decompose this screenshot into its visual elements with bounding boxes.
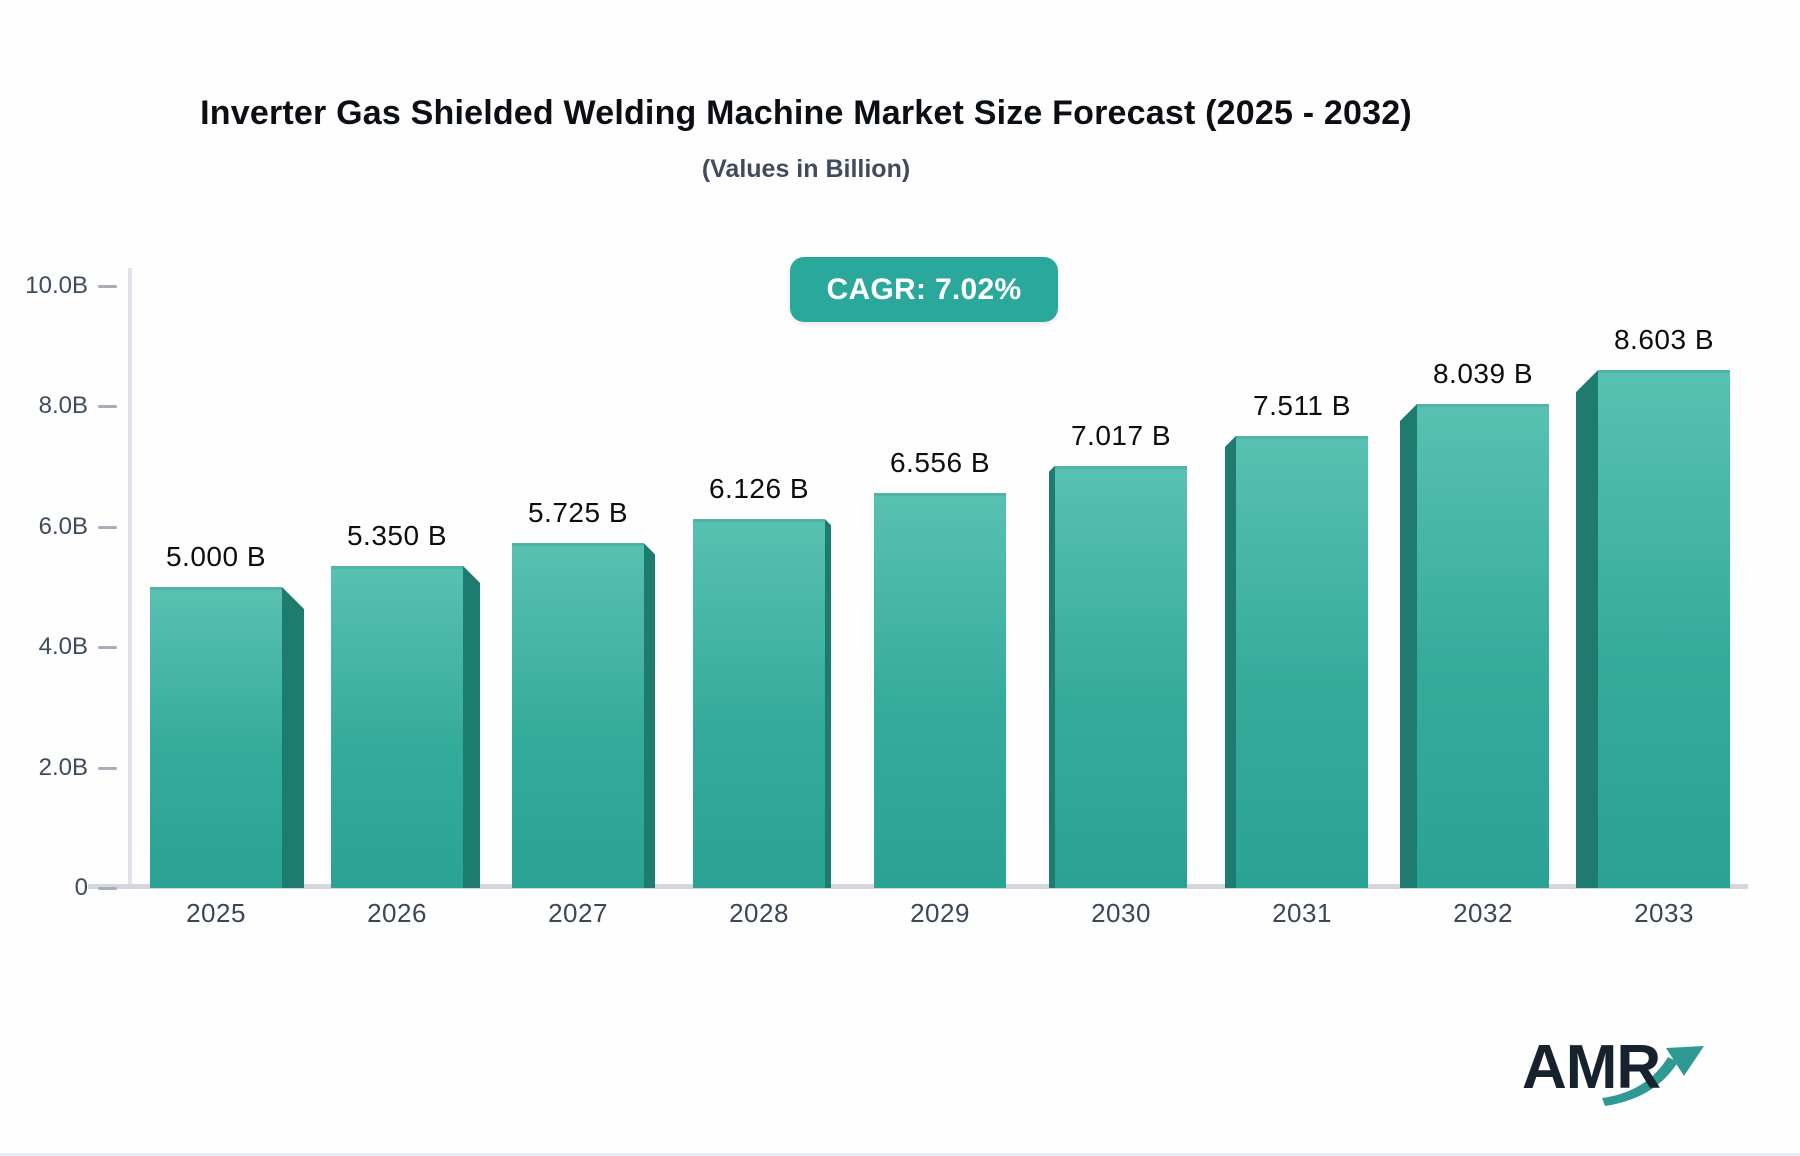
cagr-badge: CAGR: 7.02% xyxy=(790,257,1058,322)
y-tick-mark xyxy=(98,285,117,288)
bar-value-label-2025: 5.000 B xyxy=(165,541,267,572)
y-tick-mark xyxy=(98,646,117,650)
chart-title: Inverter Gas Shielded Welding Machine Ma… xyxy=(200,94,1412,132)
x-axis-label-2027: 2027 xyxy=(548,898,608,928)
y-tick-label-2.0B: 2.0B xyxy=(38,753,88,781)
amr-logo-arrow-icon xyxy=(1602,1046,1704,1106)
bar-value-label-2028: 6.126 B xyxy=(708,473,810,505)
bar-3d-side-2032 xyxy=(1400,404,1417,888)
bar-value-label-2029: 6.556 B xyxy=(889,447,991,479)
bar-3d-side-2030 xyxy=(1049,465,1055,888)
bar-3d-side-2026 xyxy=(463,565,480,888)
bar-3d-side-2028 xyxy=(825,519,831,888)
amr-logo: AMR xyxy=(1522,1032,1772,1122)
bar-2025 xyxy=(150,587,282,888)
bar-2026 xyxy=(331,565,463,888)
y-tick-label-8.0B: 8.0B xyxy=(38,392,88,420)
x-axis-label-2031: 2031 xyxy=(1272,898,1332,928)
bar-3d-side-2031 xyxy=(1225,435,1236,888)
bar-2033 xyxy=(1598,370,1730,888)
chart-subtitle: (Values in Billion) xyxy=(701,155,911,183)
x-axis-label-2030: 2030 xyxy=(1091,898,1151,928)
bar-2027 xyxy=(512,543,644,888)
bar-value-label-2031: 7.511 B xyxy=(1253,389,1351,421)
y-tick-mark xyxy=(98,887,117,890)
bottom-divider xyxy=(0,1153,1800,1156)
bar-3d-side-2027 xyxy=(644,543,655,888)
y-tick-mark xyxy=(98,525,117,529)
bar-2032 xyxy=(1417,404,1549,888)
x-axis-label-2032: 2032 xyxy=(1453,898,1513,928)
amr-logo-text: AMR xyxy=(1522,1033,1661,1102)
x-axis-label-2026: 2026 xyxy=(367,898,427,928)
y-tick-label-6.0B: 6.0B xyxy=(38,512,88,540)
x-axis-label-2025: 2025 xyxy=(186,898,246,928)
title-block: Inverter Gas Shielded Welding Machine Ma… xyxy=(0,94,1612,184)
bar-2028 xyxy=(693,519,825,888)
bar-value-label-2032: 8.039 B xyxy=(1432,358,1534,390)
x-axis-label-2029: 2029 xyxy=(910,898,970,928)
bar-2031 xyxy=(1236,435,1368,888)
bar-2030 xyxy=(1055,465,1187,888)
x-axis-label-2033: 2033 xyxy=(1634,898,1694,928)
bar-3d-side-2025 xyxy=(282,587,304,888)
y-tick-label-4.0B: 4.0B xyxy=(38,633,88,661)
cagr-badge-label: CAGR: 7.02% xyxy=(826,272,1022,306)
y-tick-mark xyxy=(98,405,117,409)
bar-2029 xyxy=(874,493,1006,888)
bar-value-label-2027: 5.725 B xyxy=(527,497,629,529)
bar-value-label-2030: 7.017 B xyxy=(1070,419,1172,451)
y-tick-mark xyxy=(98,766,117,770)
bar-value-label-2026: 5.350 B xyxy=(346,519,448,551)
y-tick-label-0: 0 xyxy=(74,874,88,901)
y-axis-line xyxy=(128,268,132,886)
bar-value-label-2033: 8.603 B xyxy=(1613,324,1715,356)
y-tick-label-10.0B: 10.0B xyxy=(25,272,88,299)
bar-3d-side-2033 xyxy=(1576,370,1598,888)
x-axis-label-2028: 2028 xyxy=(729,898,789,928)
